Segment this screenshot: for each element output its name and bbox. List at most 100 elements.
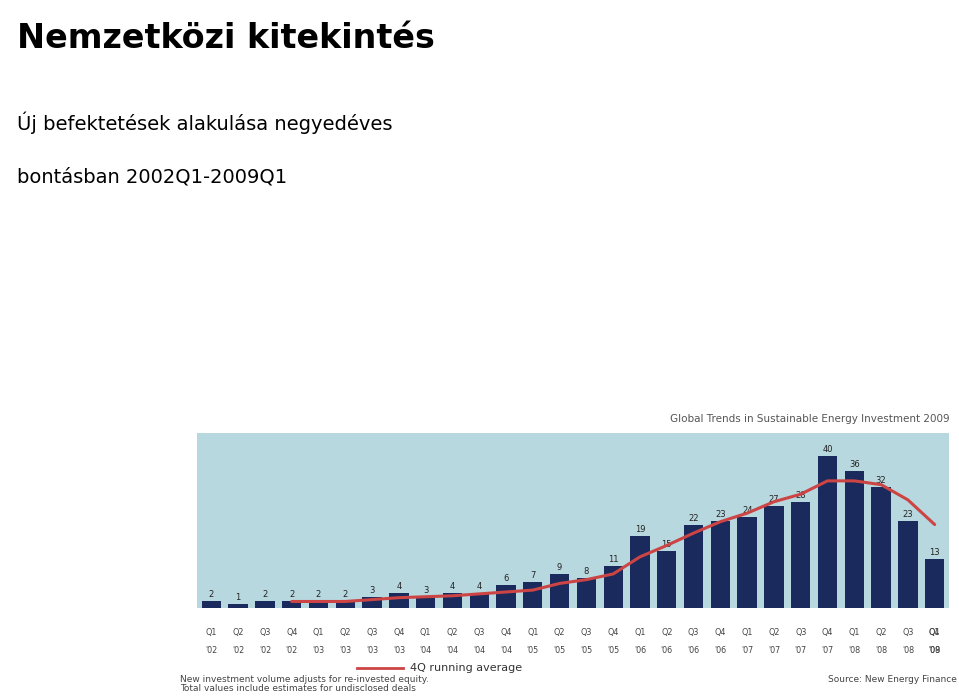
Bar	[711, 521, 730, 608]
Text: Total values include estimates for undisclosed deals: Total values include estimates for undis…	[180, 684, 416, 693]
Bar	[389, 593, 409, 608]
Text: Q4: Q4	[822, 628, 833, 637]
Bar	[899, 521, 918, 608]
Text: 4Q running average: 4Q running average	[410, 663, 523, 672]
Text: 27: 27	[768, 495, 780, 504]
Text: 32: 32	[876, 475, 886, 484]
Text: '06: '06	[714, 646, 726, 655]
Text: Q2: Q2	[768, 628, 780, 637]
Bar	[845, 471, 864, 608]
Text: '02: '02	[286, 646, 298, 655]
Text: 2: 2	[262, 590, 268, 598]
Text: Q3: Q3	[366, 628, 378, 637]
Text: '07: '07	[741, 646, 753, 655]
Bar	[791, 502, 810, 608]
Text: 3: 3	[423, 586, 429, 595]
Text: Q1: Q1	[634, 628, 645, 637]
Text: 6: 6	[503, 575, 508, 584]
Text: Q2: Q2	[554, 628, 566, 637]
Text: gazdaságélénkítő programoknak.: gazdaságélénkítő programoknak.	[17, 382, 246, 396]
Text: '05: '05	[526, 646, 539, 655]
Text: Global Trends in Sustainable Energy Investment 2009: Global Trends in Sustainable Energy Inve…	[669, 414, 949, 424]
Text: Q3: Q3	[902, 628, 914, 637]
Text: Nemzetközi kitekintés: Nemzetközi kitekintés	[17, 22, 435, 55]
Text: '06: '06	[688, 646, 700, 655]
Bar	[872, 487, 891, 608]
Text: Q2: Q2	[232, 628, 244, 637]
Text: 13: 13	[929, 548, 940, 557]
Text: '08: '08	[849, 646, 860, 655]
Text: '02: '02	[259, 646, 271, 655]
Text: 24: 24	[742, 506, 753, 515]
Text: '04: '04	[473, 646, 485, 655]
Bar	[603, 566, 622, 608]
Text: Q1: Q1	[929, 628, 941, 637]
Text: 22: 22	[689, 514, 699, 523]
Text: Q4: Q4	[501, 628, 512, 637]
Text: '06: '06	[634, 646, 646, 655]
Bar	[201, 600, 221, 608]
Bar	[336, 600, 355, 608]
Bar	[416, 597, 435, 608]
Text: Q4: Q4	[286, 628, 297, 637]
Text: 3: 3	[369, 586, 375, 595]
Text: Q1: Q1	[313, 628, 324, 637]
Text: 4: 4	[477, 582, 481, 591]
Text: 8: 8	[584, 567, 589, 576]
Text: Q4: Q4	[607, 628, 619, 637]
Text: Q1: Q1	[527, 628, 539, 637]
Bar	[818, 456, 837, 608]
Text: '05: '05	[607, 646, 620, 655]
Bar	[925, 559, 945, 608]
Text: Új befektetések alakulása negyedéves: Új befektetések alakulása negyedéves	[17, 112, 393, 134]
Text: '02: '02	[232, 646, 245, 655]
Text: '04: '04	[500, 646, 512, 655]
Bar	[228, 605, 247, 608]
Text: 19: 19	[635, 525, 645, 534]
Bar	[550, 574, 570, 608]
Text: Q3: Q3	[581, 628, 592, 637]
Text: 36: 36	[849, 461, 859, 470]
Text: 7: 7	[530, 570, 535, 579]
Text: kormányzatok világszerte vizsgálják, a zöldenergia mennyire lehet hatékony ösztö: kormányzatok világszerte vizsgálják, a z…	[17, 349, 668, 363]
Bar	[576, 578, 596, 608]
Bar	[630, 536, 649, 608]
Text: 40: 40	[822, 445, 832, 454]
Text: '08: '08	[928, 646, 941, 655]
Text: '07: '07	[768, 646, 780, 655]
Text: Q1: Q1	[420, 628, 432, 637]
Text: Rövid távon a gazdasági válság hatásai – a finanszírozási feltételek romlása, a : Rövid távon a gazdasági válság hatásai –…	[17, 284, 600, 298]
Text: Source: New Energy Finance: Source: New Energy Finance	[829, 675, 957, 684]
Text: '03: '03	[339, 646, 351, 655]
Text: Q2: Q2	[661, 628, 672, 637]
Text: Q3: Q3	[474, 628, 485, 637]
Bar	[443, 593, 462, 608]
Bar	[363, 597, 382, 608]
Text: 4: 4	[396, 582, 402, 591]
Text: Q3: Q3	[688, 628, 699, 637]
Text: 2: 2	[289, 590, 294, 598]
Text: '04: '04	[420, 646, 432, 655]
Bar	[255, 600, 274, 608]
Text: '07: '07	[822, 646, 833, 655]
Text: bontásban 2002Q1-2009Q1: bontásban 2002Q1-2009Q1	[17, 168, 288, 187]
Bar	[470, 593, 489, 608]
Text: '08: '08	[875, 646, 887, 655]
Text: Q1: Q1	[741, 628, 753, 637]
Text: '09: '09	[928, 646, 941, 655]
Text: 2: 2	[209, 590, 214, 598]
Text: '03: '03	[393, 646, 405, 655]
Text: 2: 2	[342, 590, 348, 598]
Text: Q1: Q1	[205, 628, 217, 637]
Bar	[737, 517, 757, 608]
Text: '03: '03	[313, 646, 324, 655]
Text: Q3: Q3	[259, 628, 270, 637]
Text: '07: '07	[795, 646, 807, 655]
Text: '05: '05	[580, 646, 593, 655]
Text: 4: 4	[450, 582, 456, 591]
Text: Q2: Q2	[447, 628, 458, 637]
Text: Q3: Q3	[795, 628, 807, 637]
Bar	[524, 582, 543, 608]
Bar	[282, 600, 301, 608]
Text: 11: 11	[608, 556, 619, 565]
